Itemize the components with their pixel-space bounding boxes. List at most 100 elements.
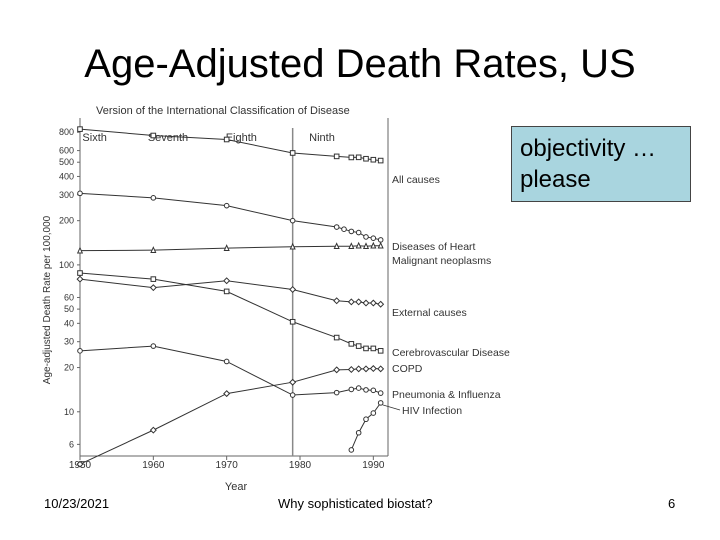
all-causes-point [370, 156, 377, 163]
copd-point [223, 390, 231, 398]
y-tick-label: 40 [64, 318, 74, 328]
malignant-neoplasms-point [370, 241, 377, 249]
copd-point [355, 365, 363, 373]
copd-line [79, 368, 381, 465]
diseases-of-heart-point [77, 190, 83, 197]
pneumonia-influenza-point [77, 348, 83, 354]
diseases-of-heart-point [341, 226, 347, 232]
pneumonia-influenza-point [348, 386, 355, 393]
hiv-infection-leader [382, 404, 401, 411]
x-tick-label: 1970 [216, 460, 239, 471]
malignant-neoplasms-point [348, 242, 355, 250]
pneumonia-influenza-point [377, 390, 384, 396]
copd-point [76, 460, 84, 468]
diseases-of-heart-point [333, 224, 340, 230]
pneumonia-influenza-point [289, 392, 296, 398]
malignant-neoplasms-point [355, 241, 362, 249]
y-tick-label: 10 [64, 407, 74, 417]
diseases-of-heart-point [289, 217, 296, 224]
cerebrovascular-disease-point [370, 345, 377, 352]
external-causes-point [369, 299, 377, 307]
all-causes-point [223, 136, 230, 143]
objectivity-callout: objectivity … please [511, 126, 691, 202]
external-causes-point [289, 285, 297, 294]
all-causes-point [377, 157, 384, 164]
all-causes-point [363, 155, 369, 162]
pneumonia-influenza-point [370, 387, 377, 394]
y-tick-label: 300 [59, 190, 74, 200]
x-tick-label: 1980 [289, 460, 312, 471]
pneumonia-influenza-point [223, 358, 230, 365]
y-tick-label: 500 [59, 157, 74, 167]
hiv-infection-line [350, 402, 382, 451]
diseases-of-heart-point [370, 235, 377, 241]
diseases-of-heart-point [355, 229, 362, 236]
icd-version-label: Seventh [148, 132, 188, 144]
external-causes-point [347, 298, 355, 306]
copd-point [377, 365, 385, 373]
external-causes-point [333, 297, 341, 305]
y-tick-label: 50 [64, 304, 74, 314]
copd-point [347, 365, 355, 374]
malignant-neoplasms-label: Malignant neoplasms [392, 255, 491, 267]
diseases-of-heart-point [377, 237, 384, 243]
y-tick-label: 100 [59, 260, 74, 270]
diseases-of-heart-point [348, 228, 355, 235]
page-number: 6 [668, 496, 676, 511]
diseases-of-heart-line [79, 192, 381, 241]
pneumonia-influenza-point [150, 343, 157, 349]
malignant-neoplasms-point [223, 244, 230, 251]
x-tick-label: 1960 [142, 460, 165, 471]
cerebrovascular-disease-point [77, 270, 83, 276]
pneumonia-influenza-point [363, 387, 369, 393]
all-causes-point [333, 153, 340, 160]
diseases-of-heart-point [363, 234, 369, 240]
y-tick-label: 30 [64, 337, 74, 347]
y-tick-label: 60 [64, 292, 74, 302]
all-causes-point [289, 150, 296, 156]
cerebrovascular-disease-point [223, 288, 230, 295]
cerebrovascular-disease-point [377, 348, 384, 354]
copd-point [362, 365, 370, 373]
all-causes-label: All causes [392, 174, 440, 186]
malignant-neoplasms-point [333, 242, 340, 250]
cerebrovascular-disease-point [355, 343, 362, 349]
external-causes-point [149, 284, 157, 292]
y-tick-label: 800 [59, 127, 74, 137]
all-causes-point [355, 154, 362, 161]
malignant-neoplasms-point [76, 246, 84, 254]
diseases-of-heart-point [150, 195, 157, 201]
cerebrovascular-disease-point [150, 276, 157, 282]
copd-label: COPD [392, 363, 423, 375]
external-causes-point [362, 299, 370, 307]
all-causes-point [77, 126, 83, 132]
malignant-neoplasms-line [79, 245, 381, 252]
x-axis-label: Year [225, 481, 248, 493]
cerebrovascular-disease-label: Cerebrovascular Disease [392, 347, 510, 359]
copd-point [369, 365, 377, 373]
external-causes-point [76, 275, 84, 283]
cerebrovascular-disease-point [333, 334, 340, 341]
hiv-infection-point [348, 447, 355, 453]
external-causes-point [223, 277, 231, 285]
diseases-of-heart-label: Diseases of Heart [392, 241, 476, 253]
all-causes-point [348, 154, 355, 161]
icd-version-label: Ninth [309, 132, 335, 144]
icd-header: Version of the International Classificat… [96, 105, 350, 117]
external-causes-point [377, 300, 385, 308]
slide-title: Age-Adjusted Death Rates, US [84, 42, 636, 86]
hiv-infection-label: HIV Infection [402, 405, 462, 417]
x-tick-label: 1990 [362, 460, 385, 471]
y-tick-label: 600 [59, 146, 74, 156]
hiv-infection-point [355, 429, 362, 436]
footer-center-text: Why sophisticated biostat? [278, 496, 433, 511]
malignant-neoplasms-point [289, 242, 296, 250]
y-tick-label: 200 [59, 216, 74, 226]
y-axis-label: Age-adjusted Death Rate per 100,000 [42, 215, 53, 384]
y-tick-label: 20 [64, 363, 74, 373]
copd-point [289, 378, 297, 386]
pneumonia-influenza-point [355, 385, 362, 391]
pneumonia-influenza-line [79, 345, 381, 396]
icd-version-label: Sixth [82, 132, 106, 144]
